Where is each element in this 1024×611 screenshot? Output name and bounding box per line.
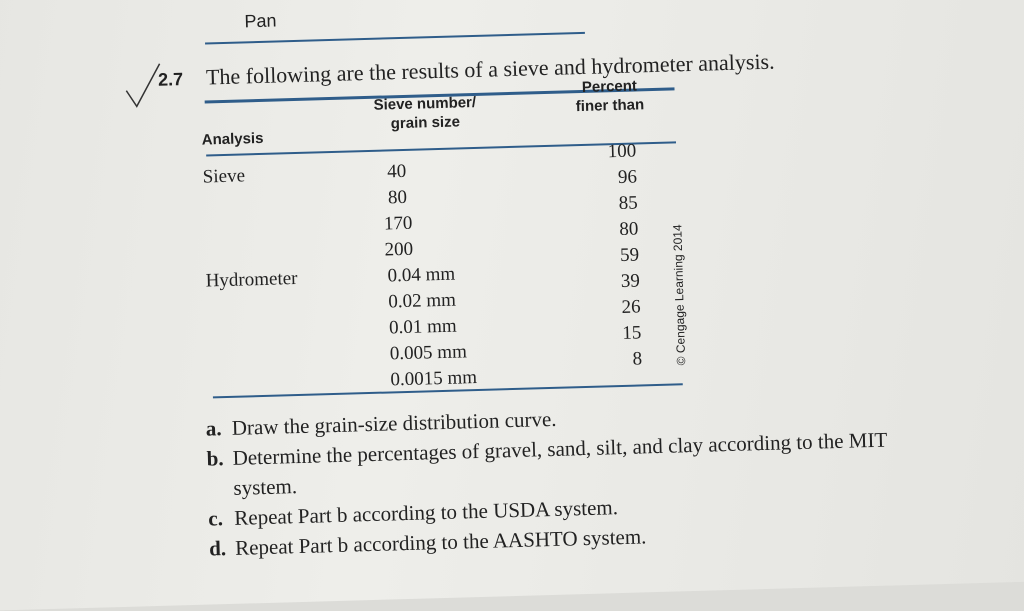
- credit: © Cengage Learning 2014: [670, 224, 689, 366]
- part-text: Repeat Part b according to the USDA syst…: [233, 495, 619, 530]
- grain-size: 40: [386, 160, 407, 183]
- part-text: Draw the grain-size distribution curve.: [231, 406, 557, 440]
- part-text: Repeat Part b according to the AASHTO sy…: [234, 524, 647, 560]
- percent-finer: 26: [621, 296, 641, 318]
- percent-finer: 59: [619, 244, 640, 266]
- percent-finer: 96: [617, 166, 638, 188]
- grain-size: 0.02 mm: [388, 289, 457, 313]
- column-header: Analysis: [201, 129, 264, 149]
- percent-finer: 39: [620, 270, 641, 292]
- grain-size: 200: [384, 238, 414, 261]
- column-header-line: grain size: [390, 113, 461, 133]
- analysis-label: Hydrometer: [205, 267, 298, 292]
- problem-number: 2.7: [157, 69, 184, 90]
- grain-size: 0.04 mm: [387, 263, 456, 287]
- part-label: a.: [205, 416, 222, 441]
- percent-finer: 15: [622, 322, 642, 344]
- grain-size: 0.005 mm: [389, 341, 468, 365]
- grain-size: 0.01 mm: [388, 315, 457, 339]
- column-header: Sieve number/ grain size: [370, 93, 481, 134]
- check-mark: [125, 63, 161, 108]
- grain-size: 80: [387, 186, 408, 209]
- grain-size: 170: [383, 212, 413, 235]
- column-header-line: finer than: [575, 96, 645, 116]
- part-text: system.: [233, 474, 298, 500]
- part-label: d.: [208, 536, 227, 561]
- analysis-label: Sieve: [202, 165, 246, 188]
- percent-finer: 8: [632, 348, 643, 370]
- rule: [205, 31, 585, 45]
- part-label: b.: [206, 446, 224, 471]
- column-header: Percent finer than: [564, 76, 655, 116]
- grain-size: 0.0015 mm: [390, 367, 478, 391]
- header-text: Pan: [244, 10, 277, 32]
- column-header-line: Percent: [581, 77, 638, 96]
- percent-finer: 80: [619, 218, 639, 240]
- part-label: c.: [207, 506, 224, 531]
- problem-intro: The following are the results of a sieve…: [205, 48, 775, 90]
- percent-finer: 85: [618, 192, 638, 214]
- percent-finer: 100: [607, 140, 637, 163]
- column-header-line: Sieve number/: [373, 93, 477, 114]
